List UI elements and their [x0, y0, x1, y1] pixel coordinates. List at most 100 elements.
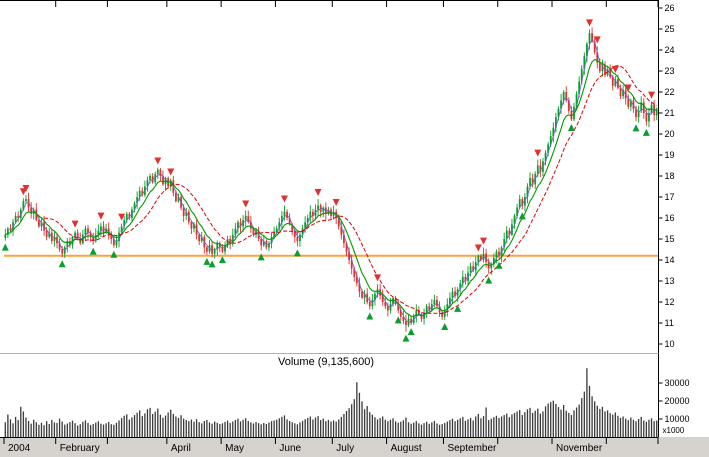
volume-bar — [183, 418, 185, 437]
volume-bar — [656, 420, 658, 437]
sell-arrow-icon — [624, 84, 632, 92]
volume-bar — [531, 412, 534, 437]
volume-bar — [40, 422, 43, 437]
candle-body — [110, 234, 113, 239]
volume-bar — [221, 423, 224, 437]
volume-bar — [511, 414, 513, 437]
volume-bar — [467, 419, 469, 437]
x-axis-strip — [0, 437, 709, 457]
volume-bar — [208, 422, 211, 437]
candle-body — [327, 209, 330, 214]
volume-bar — [358, 392, 361, 437]
volume-bar — [325, 421, 327, 437]
candle-body — [304, 222, 307, 229]
volume-bar — [82, 421, 84, 437]
volume-bar — [537, 408, 539, 437]
candle-body — [61, 249, 64, 254]
candle-body — [578, 81, 581, 95]
volume-bar — [61, 421, 63, 437]
volume-bar — [397, 422, 399, 437]
candle-body — [492, 257, 495, 265]
candle-body — [275, 228, 278, 233]
volume-bar — [619, 417, 622, 437]
buy-arrow-icon — [642, 128, 650, 136]
month-label: August — [391, 443, 422, 454]
month-label: September — [447, 443, 497, 454]
candle-body — [596, 52, 599, 63]
candle-body — [100, 226, 102, 231]
volume-bar — [516, 411, 518, 437]
volume-bar — [283, 415, 286, 437]
volume-bar — [14, 416, 17, 437]
volume-bar — [394, 421, 397, 437]
candle-body — [190, 222, 193, 229]
candle-body — [234, 228, 237, 235]
candle-body — [560, 100, 562, 109]
volume-bar — [252, 423, 255, 437]
price-axis-label: 12 — [665, 297, 675, 307]
candle-body — [9, 228, 12, 231]
volume-bar — [498, 417, 500, 437]
volume-bar — [449, 420, 451, 437]
candle-body — [361, 291, 363, 298]
volume-bar — [79, 424, 81, 437]
volume-bar — [575, 407, 578, 437]
month-label: July — [336, 443, 354, 454]
candle-body — [451, 291, 454, 298]
volume-bar — [632, 419, 635, 437]
volume-bar — [480, 418, 482, 437]
volume-bar — [389, 419, 392, 437]
candlesticks — [4, 27, 658, 332]
buy-arrow-icon — [518, 212, 526, 220]
volume-axis-label: 10000 — [665, 414, 690, 424]
buy-arrow-icon — [257, 253, 265, 261]
volume-bar — [622, 416, 624, 437]
volume-bar — [643, 420, 645, 437]
volume-bar — [232, 421, 234, 437]
candle-body — [309, 211, 312, 218]
volume-bar — [77, 425, 79, 437]
candle-body — [381, 295, 384, 302]
volume-bar — [162, 417, 164, 437]
sell-arrow-icon — [474, 244, 482, 252]
volume-bar — [464, 420, 467, 437]
sell-arrow-icon — [611, 65, 619, 73]
candle-body — [175, 192, 177, 202]
candle-body — [149, 176, 151, 181]
candle-body — [508, 230, 511, 235]
volume-bar — [338, 419, 340, 437]
volume-axis-label: 20000 — [665, 396, 690, 406]
candle-body — [79, 239, 82, 244]
candle-body — [498, 251, 500, 256]
volume-bar — [193, 421, 195, 437]
month-label: April — [171, 443, 191, 454]
volume-bar — [22, 411, 25, 437]
volume-bar — [376, 419, 379, 437]
candle-body — [332, 211, 335, 216]
volume-bar — [637, 419, 640, 437]
candle-body — [464, 276, 467, 281]
volume-bar — [557, 407, 560, 437]
candle-body — [505, 230, 508, 239]
candle-body — [340, 226, 343, 235]
candle-body — [125, 213, 128, 221]
volume-bar — [591, 396, 593, 437]
sell-arrow-icon — [167, 168, 175, 176]
candle-body — [410, 318, 413, 323]
volume-bar — [392, 418, 394, 437]
buy-arrow-icon — [293, 249, 301, 257]
volume-bar — [149, 407, 151, 437]
volume-bar — [177, 417, 180, 437]
volume-bar — [46, 421, 48, 437]
candle-body — [363, 293, 366, 298]
volume-bar — [30, 423, 32, 437]
volume-bar — [495, 415, 498, 437]
volume-bar — [105, 423, 107, 437]
candle-body — [22, 201, 25, 210]
volume-bar — [503, 415, 505, 437]
month-label: May — [225, 443, 244, 454]
volume-bar — [402, 420, 405, 437]
price-axis-label: 21 — [665, 108, 675, 118]
volume-bar — [25, 417, 27, 437]
candle-body — [614, 79, 617, 86]
